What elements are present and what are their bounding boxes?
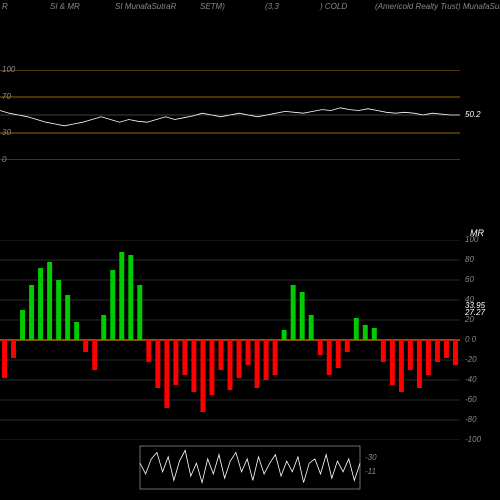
header-text: (Americold Realty Trust) MunafaSutra.c <box>375 2 500 11</box>
rsi-chart <box>0 70 500 160</box>
header-text: SETM) <box>200 2 225 11</box>
axis-label: -40 <box>465 375 477 384</box>
axis-label: -80 <box>465 415 477 424</box>
header-text: (3,3 <box>265 2 279 11</box>
axis-label: 60 <box>465 275 474 284</box>
axis-label: 100 <box>465 235 478 244</box>
axis-label: -11 <box>365 467 376 476</box>
axis-label: 70 <box>2 92 11 101</box>
bottom-oscillator <box>0 445 500 490</box>
axis-label: -60 <box>465 395 477 404</box>
axis-label: 0 0 <box>465 335 476 344</box>
header-text: ) COLD <box>320 2 347 11</box>
axis-label: 30 <box>2 128 11 137</box>
axis-label: 50.2 <box>465 110 481 119</box>
header-text: SI & MR <box>50 2 80 11</box>
axis-label: -100 <box>465 435 481 444</box>
header-bar: R SI & MR SI MunafaSutraR SETM) (3,3 ) COLD (A… <box>0 2 500 16</box>
axis-label: 80 <box>465 255 474 264</box>
axis-label: 100 <box>2 65 15 74</box>
axis-label: -20 <box>465 355 477 364</box>
axis-label: -30 <box>365 453 377 462</box>
header-text: SI MunafaSutraR <box>115 2 176 11</box>
mr-chart <box>0 240 500 440</box>
axis-label: 0 <box>2 155 6 164</box>
axis-label: 27.27 <box>465 308 485 317</box>
header-text: R <box>2 2 8 11</box>
